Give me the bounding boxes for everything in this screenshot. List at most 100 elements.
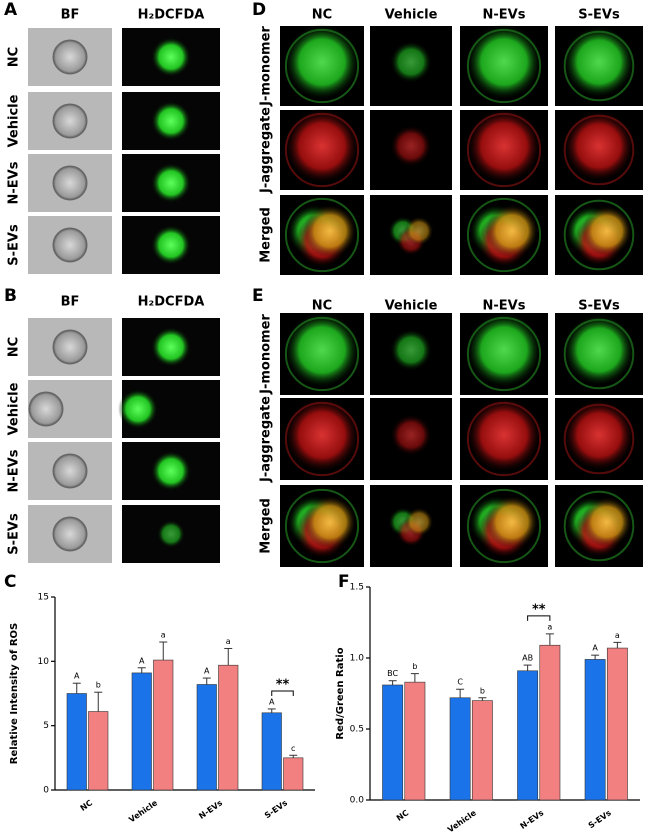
panel-label: B bbox=[4, 286, 17, 306]
y-tick-label: 0.5 bbox=[350, 725, 364, 735]
bar bbox=[196, 684, 217, 791]
signal bbox=[404, 507, 434, 537]
error-bar bbox=[613, 641, 622, 649]
significance-letter: b bbox=[412, 662, 417, 671]
column-header: S-EVs bbox=[578, 299, 620, 314]
significance-letter: AB bbox=[522, 654, 533, 663]
significance-letter: a bbox=[161, 631, 166, 640]
row-label: S-EVs bbox=[7, 224, 22, 266]
oocyte-outline bbox=[284, 197, 360, 273]
oocyte-outline bbox=[466, 112, 542, 188]
oocyte-outline bbox=[563, 403, 635, 475]
oocyte bbox=[52, 103, 88, 139]
significance-letter: b bbox=[480, 686, 485, 695]
oocyte-outline bbox=[466, 28, 542, 104]
green-signal bbox=[151, 451, 191, 491]
signal bbox=[562, 25, 636, 99]
signal bbox=[562, 398, 636, 472]
bar bbox=[153, 659, 174, 791]
green-signal bbox=[157, 520, 185, 548]
x-tick-label: Vehicle bbox=[127, 798, 159, 824]
column-header: N-EVs bbox=[483, 8, 526, 23]
oocyte-outline bbox=[563, 490, 635, 562]
row-label: J-aggregate bbox=[259, 107, 274, 194]
row-label: NC bbox=[7, 47, 22, 67]
oocyte-outline bbox=[284, 28, 360, 104]
oocyte-outline bbox=[466, 401, 542, 477]
oocyte bbox=[52, 516, 88, 552]
bar bbox=[539, 644, 561, 801]
signal bbox=[466, 108, 542, 184]
signal bbox=[303, 204, 357, 258]
x-tick-label: Vehicle bbox=[446, 808, 478, 834]
column-header: H₂DCFDA bbox=[138, 8, 205, 23]
signal bbox=[581, 496, 633, 548]
error-bar bbox=[267, 708, 276, 713]
signal bbox=[581, 205, 633, 257]
row-label: Merged bbox=[259, 207, 274, 263]
x-tick-label: S-EVs bbox=[263, 798, 289, 820]
error-bar bbox=[159, 641, 168, 661]
bar bbox=[606, 647, 628, 801]
y-tick-label: 1.0 bbox=[350, 654, 365, 664]
signal bbox=[284, 397, 360, 473]
oocyte bbox=[52, 453, 88, 489]
column-header: BF bbox=[61, 8, 80, 23]
y-tick-label: 0 bbox=[43, 786, 49, 796]
row-label: Merged bbox=[259, 498, 274, 554]
error-bar bbox=[545, 633, 554, 646]
column-header: BF bbox=[61, 295, 80, 310]
oocyte bbox=[28, 391, 64, 427]
row-label: NC bbox=[7, 337, 22, 357]
significance-letter: a bbox=[226, 637, 231, 646]
error-bar bbox=[478, 697, 487, 701]
oocyte-outline bbox=[284, 488, 360, 564]
signal bbox=[466, 24, 542, 100]
y-axis-label: Red/Green Ratio bbox=[335, 647, 346, 739]
column-header: NC bbox=[312, 8, 332, 23]
row-label: N-EVs bbox=[7, 161, 22, 204]
panel-label: C bbox=[4, 572, 16, 592]
x-tick-label: NC bbox=[79, 798, 95, 813]
green-signal bbox=[118, 389, 158, 429]
significance-letter: c bbox=[291, 744, 295, 753]
y-axis-label: Relative Intensity of ROS bbox=[9, 623, 20, 764]
green-signal bbox=[151, 225, 191, 265]
signal bbox=[284, 312, 360, 388]
green-signal bbox=[151, 101, 191, 141]
significance-letter: A bbox=[269, 697, 275, 706]
bar bbox=[584, 659, 606, 801]
signal bbox=[303, 495, 357, 549]
significance-bracket bbox=[527, 615, 551, 621]
y-tick-label: 1.5 bbox=[350, 583, 364, 593]
significance-stars: ** bbox=[532, 602, 546, 617]
error-bar bbox=[523, 664, 532, 671]
oocyte-outline bbox=[563, 30, 635, 102]
bar bbox=[88, 711, 109, 791]
error-bar bbox=[410, 673, 419, 683]
signal bbox=[485, 204, 539, 258]
bar bbox=[517, 670, 539, 801]
significance-letter: BC bbox=[387, 669, 398, 678]
error-bar bbox=[289, 754, 298, 758]
significance-letter: a bbox=[615, 631, 620, 640]
significance-letter: A bbox=[74, 672, 80, 681]
green-signal bbox=[151, 37, 191, 77]
oocyte bbox=[52, 39, 88, 75]
row-label: S-EVs bbox=[7, 513, 22, 555]
bar bbox=[131, 672, 152, 791]
error-bar bbox=[137, 667, 146, 673]
row-label: J-monomer bbox=[259, 26, 274, 107]
error-bar bbox=[72, 682, 81, 694]
oocyte-outline bbox=[563, 114, 635, 186]
row-label: J-monomer bbox=[259, 314, 274, 395]
signal bbox=[562, 109, 636, 183]
panel-label: A bbox=[4, 0, 18, 20]
error-bar bbox=[591, 654, 600, 660]
error-bar bbox=[202, 677, 211, 685]
y-tick-label: 5 bbox=[43, 721, 49, 731]
signal bbox=[466, 397, 542, 473]
green-signal bbox=[151, 327, 191, 367]
column-header: NC bbox=[312, 299, 332, 314]
